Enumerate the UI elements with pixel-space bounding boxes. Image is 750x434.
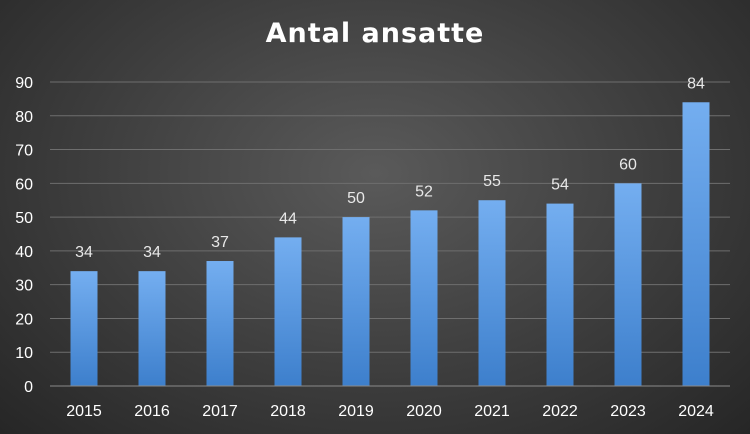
bar-2017 (206, 261, 234, 386)
bar-2023 (614, 183, 642, 386)
x-tick-label: 2016 (134, 403, 170, 420)
bar-2024 (682, 102, 710, 387)
y-tick-label: 90 (15, 75, 33, 92)
x-tick-label: 2018 (270, 403, 306, 420)
x-tick-label: 2020 (406, 403, 442, 420)
bar-2021 (478, 200, 506, 386)
y-tick-label: 50 (15, 210, 33, 227)
x-tick-label: 2022 (542, 403, 578, 420)
data-label-2022: 54 (551, 177, 569, 194)
bar-2018 (274, 237, 302, 386)
y-tick-label: 30 (15, 278, 33, 295)
y-axis-tick-labels: 0 10 20 30 40 50 60 70 80 90 (15, 75, 33, 396)
data-labels: 34 34 37 44 50 52 55 54 60 84 (75, 75, 705, 261)
x-tick-label: 2019 (338, 403, 374, 420)
y-tick-label: 20 (15, 311, 33, 328)
y-tick-label: 80 (15, 109, 33, 126)
chart-title: Antal ansatte (265, 18, 485, 49)
bar-2022 (546, 203, 574, 386)
data-label-2019: 50 (347, 190, 365, 207)
bar-2019 (342, 217, 370, 386)
y-tick-label: 60 (15, 176, 33, 193)
data-label-2023: 60 (619, 156, 637, 173)
x-tick-label: 2015 (66, 403, 102, 420)
x-tick-label: 2023 (610, 403, 646, 420)
y-tick-label: 0 (24, 379, 33, 396)
x-tick-label: 2024 (678, 403, 714, 420)
x-axis-tick-labels: 2015 2016 2017 2018 2019 2020 2021 2022 2023 2024 (66, 403, 714, 420)
y-tick-label: 10 (15, 345, 33, 362)
data-label-2021: 55 (483, 173, 501, 190)
data-label-2016: 34 (143, 244, 161, 261)
data-label-2020: 52 (415, 183, 433, 200)
data-label-2017: 37 (211, 234, 229, 251)
x-tick-label: 2017 (202, 403, 238, 420)
y-tick-label: 70 (15, 143, 33, 160)
x-tick-label: 2021 (474, 403, 510, 420)
data-label-2018: 44 (279, 210, 297, 227)
data-label-2015: 34 (75, 244, 93, 261)
y-tick-label: 40 (15, 244, 33, 261)
data-label-2024: 84 (687, 75, 705, 92)
bar-2020 (410, 210, 438, 386)
bar-2015 (70, 271, 98, 386)
bars (70, 102, 710, 387)
bar-2016 (138, 271, 166, 386)
